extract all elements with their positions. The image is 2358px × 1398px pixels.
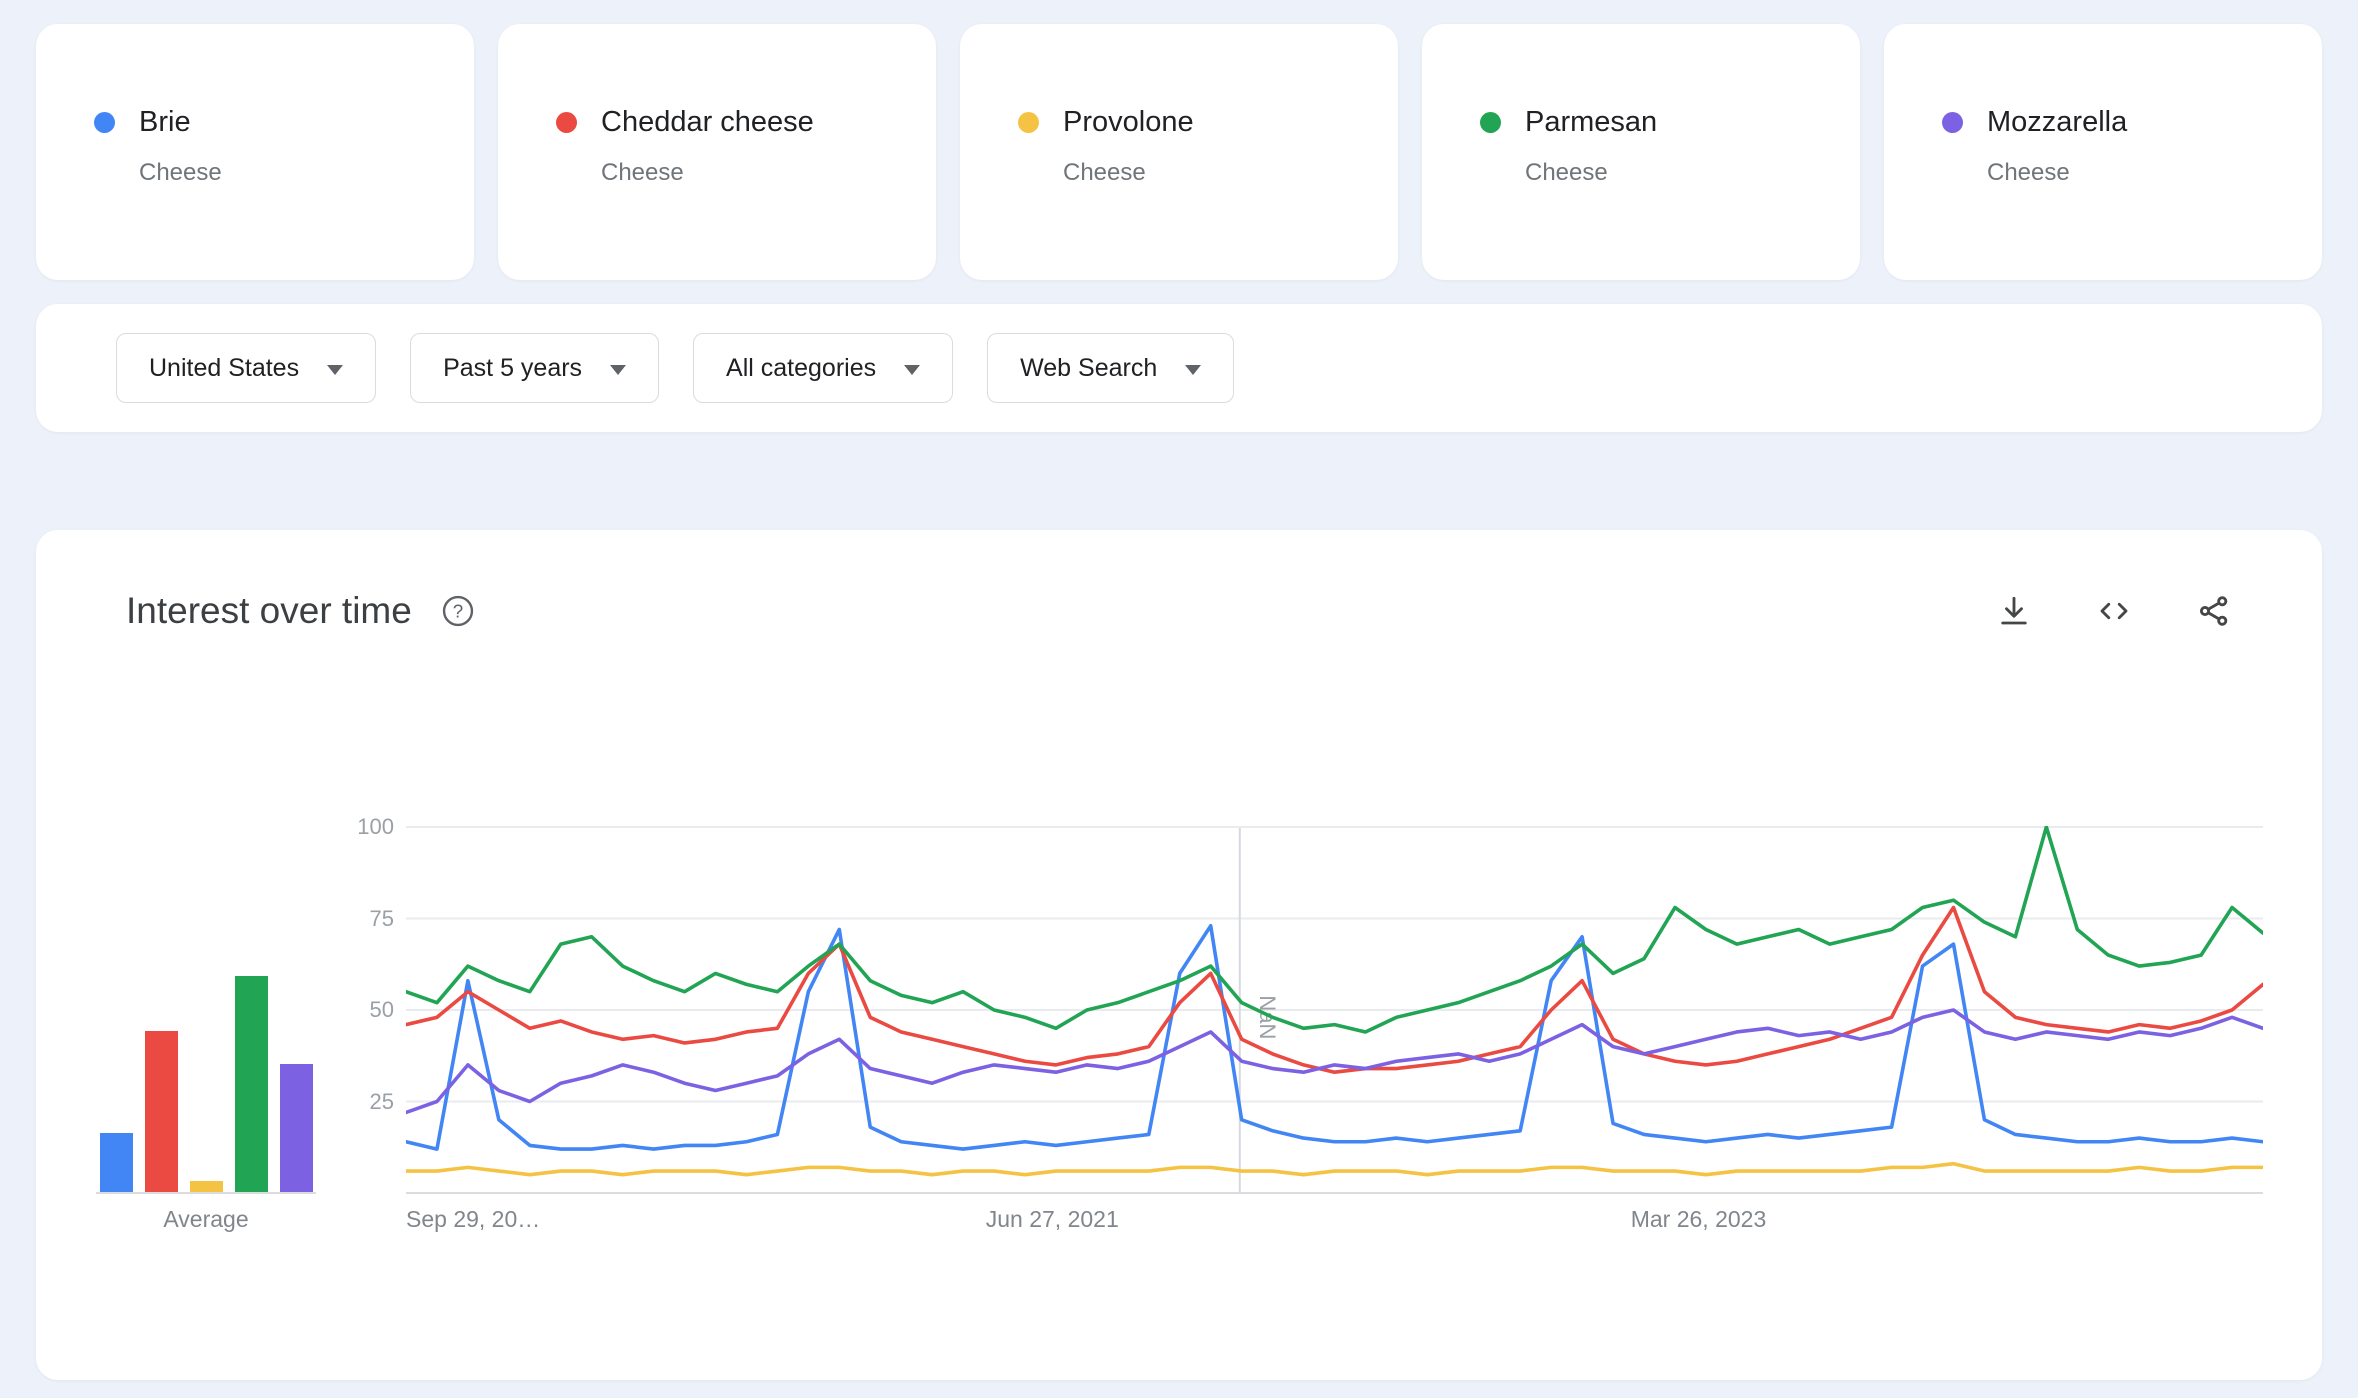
category-dropdown-label: All categories xyxy=(726,353,877,382)
term-color-dot xyxy=(1942,112,1963,133)
average-bar-brie xyxy=(99,1133,133,1192)
term-label: Parmesan xyxy=(1525,106,1658,138)
help-icon[interactable]: ? xyxy=(440,593,476,629)
svg-text:?: ? xyxy=(453,600,463,621)
term-color-dot xyxy=(1018,112,1039,133)
term-card-mozzarella[interactable]: Mozzarella Cheese xyxy=(1884,24,2322,280)
region-dropdown[interactable]: United States xyxy=(116,333,377,403)
chevron-down-icon xyxy=(610,364,627,375)
term-cards-row: Brie Cheese Cheddar cheese Cheese Provol… xyxy=(36,24,2322,280)
x-tick-label: Sep 29, 20… xyxy=(406,1206,541,1232)
chevron-down-icon xyxy=(1185,364,1202,375)
region-dropdown-label: United States xyxy=(149,353,300,382)
search-type-dropdown-label: Web Search xyxy=(1020,353,1158,382)
search-type-dropdown[interactable]: Web Search xyxy=(987,333,1235,403)
y-tick-label: 50 xyxy=(369,997,394,1022)
y-tick-label: 75 xyxy=(369,905,394,931)
term-card-brie[interactable]: Brie Cheese xyxy=(36,24,474,280)
download-icon[interactable] xyxy=(1996,593,2032,629)
section-title: Interest over time xyxy=(126,590,412,631)
term-subtitle: Cheese xyxy=(1525,159,1608,186)
chevron-down-icon xyxy=(904,364,921,375)
term-color-dot xyxy=(1480,112,1501,133)
category-dropdown[interactable]: All categories xyxy=(693,333,954,403)
x-tick-label: Mar 26, 2023 xyxy=(1630,1206,1767,1232)
average-bar-parmesan xyxy=(234,976,268,1192)
time-range-dropdown-label: Past 5 years xyxy=(443,353,583,382)
average-bar-mozzarella xyxy=(279,1063,313,1192)
embed-icon[interactable] xyxy=(2096,593,2132,629)
average-bar-provolone xyxy=(189,1181,223,1192)
x-tick-label: Jun 27, 2021 xyxy=(985,1206,1119,1232)
average-label: Average xyxy=(163,1206,249,1232)
term-subtitle: Cheese xyxy=(1987,159,2070,186)
term-label: Brie xyxy=(139,106,191,138)
y-tick-label: 100 xyxy=(357,814,394,839)
y-axis-labels: 25 50 75 100 xyxy=(276,814,394,1194)
term-color-dot xyxy=(94,112,115,133)
average-bar-cheddar-cheese xyxy=(144,1030,178,1192)
term-label: Cheddar cheese xyxy=(601,106,814,138)
x-axis-labels: Sep 29, 20… Jun 27, 2021 Mar 26, 2023 xyxy=(406,1206,2263,1238)
chart-header: Interest over time ? xyxy=(36,530,2322,632)
time-range-dropdown[interactable]: Past 5 years xyxy=(410,333,660,403)
term-subtitle: Cheese xyxy=(1063,159,1146,186)
term-subtitle: Cheese xyxy=(601,159,684,186)
interest-over-time-card: Interest over time ? xyxy=(36,530,2322,1380)
term-card-parmesan[interactable]: Parmesan Cheese xyxy=(1422,24,1860,280)
term-label: Provolone xyxy=(1063,106,1194,138)
trend-plot: NaN xyxy=(406,826,2263,1194)
chevron-down-icon xyxy=(327,364,344,375)
term-card-provolone[interactable]: Provolone Cheese xyxy=(960,24,1398,280)
average-bar-chart xyxy=(96,826,316,1194)
trend-line-chart[interactable]: NaN xyxy=(406,826,2263,1194)
term-card-cheddar[interactable]: Cheddar cheese Cheese xyxy=(498,24,936,280)
term-color-dot xyxy=(556,112,577,133)
share-icon[interactable] xyxy=(2196,593,2232,629)
filter-bar: United States Past 5 years All categorie… xyxy=(36,304,2322,432)
term-subtitle: Cheese xyxy=(139,159,222,186)
y-tick-label: 25 xyxy=(369,1088,394,1114)
term-label: Mozzarella xyxy=(1987,106,2128,138)
